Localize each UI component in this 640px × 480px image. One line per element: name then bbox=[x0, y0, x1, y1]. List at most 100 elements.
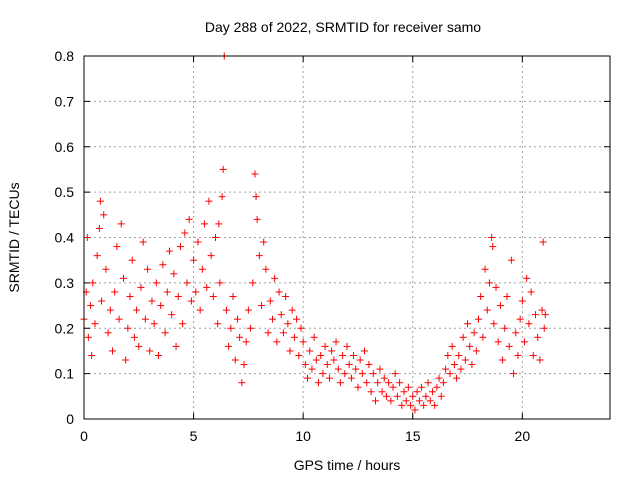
data-point bbox=[507, 256, 515, 264]
y-tick-label: 0.4 bbox=[55, 230, 75, 246]
data-point bbox=[461, 356, 469, 364]
y-tick-label: 0.7 bbox=[55, 93, 75, 109]
data-point bbox=[253, 215, 261, 223]
data-point bbox=[424, 379, 432, 387]
data-point bbox=[523, 274, 531, 282]
y-tick-label: 0.3 bbox=[55, 275, 75, 291]
data-point bbox=[89, 279, 97, 287]
data-point bbox=[102, 265, 110, 273]
data-point bbox=[279, 329, 287, 337]
data-point bbox=[111, 288, 119, 296]
data-point bbox=[277, 311, 285, 319]
data-point bbox=[304, 374, 312, 382]
data-point bbox=[345, 361, 353, 369]
data-point bbox=[350, 351, 358, 359]
data-point bbox=[540, 324, 548, 332]
data-point bbox=[209, 292, 217, 300]
data-point bbox=[214, 320, 222, 328]
data-point bbox=[252, 193, 260, 201]
data-point bbox=[402, 397, 410, 405]
data-point bbox=[380, 374, 388, 382]
data-point bbox=[290, 333, 298, 341]
data-point bbox=[382, 392, 390, 400]
data-point bbox=[396, 379, 404, 387]
data-point bbox=[328, 347, 336, 355]
data-point bbox=[198, 265, 206, 273]
data-point bbox=[255, 252, 263, 260]
data-point bbox=[212, 234, 219, 241]
data-point bbox=[124, 324, 132, 332]
data-point bbox=[376, 365, 384, 373]
data-point bbox=[389, 383, 397, 391]
data-point bbox=[496, 302, 504, 310]
data-point bbox=[201, 220, 209, 228]
data-point bbox=[431, 401, 439, 409]
data-point bbox=[203, 283, 211, 291]
tick-layer: 0 5 10 15 20 0 0.1 0.2 0.3 0.4 0.5 0.6 0.7 0.8 bbox=[55, 48, 610, 444]
data-point bbox=[464, 320, 472, 328]
data-point bbox=[387, 397, 395, 405]
data-point bbox=[179, 320, 187, 328]
data-point bbox=[247, 324, 255, 332]
data-point bbox=[284, 320, 292, 328]
x-axis-label: GPS time / hours bbox=[294, 457, 401, 473]
data-point bbox=[505, 342, 513, 350]
data-point bbox=[525, 320, 533, 328]
x-tick-label: 5 bbox=[190, 428, 198, 444]
data-point bbox=[168, 311, 176, 319]
data-point bbox=[411, 406, 419, 414]
data-point bbox=[133, 306, 141, 314]
data-point bbox=[534, 333, 542, 341]
y-tick-label: 0.6 bbox=[55, 139, 75, 155]
data-point bbox=[185, 215, 193, 223]
y-tick-label: 0.2 bbox=[55, 320, 75, 336]
data-point bbox=[242, 338, 250, 346]
data-point bbox=[475, 315, 482, 323]
data-point bbox=[113, 243, 121, 251]
plot-frame bbox=[83, 55, 611, 420]
data-point bbox=[238, 379, 246, 387]
data-point bbox=[490, 320, 498, 328]
data-point bbox=[539, 238, 547, 246]
data-point bbox=[531, 311, 539, 319]
data-point bbox=[119, 274, 127, 282]
data-point bbox=[319, 370, 327, 378]
data-point bbox=[343, 342, 351, 350]
data-point bbox=[489, 243, 497, 251]
data-point bbox=[122, 356, 130, 364]
data-point bbox=[339, 351, 347, 359]
data-point bbox=[144, 265, 152, 273]
data-point bbox=[108, 347, 116, 355]
data-point bbox=[268, 315, 276, 323]
data-point bbox=[310, 333, 318, 341]
data-point bbox=[536, 356, 544, 364]
data-point bbox=[367, 388, 375, 396]
chart-title: Day 288 of 2022, SRMTID for receiver sam… bbox=[205, 19, 481, 35]
data-point bbox=[336, 379, 344, 387]
data-point bbox=[87, 302, 95, 310]
data-point bbox=[308, 365, 316, 373]
data-point bbox=[529, 351, 537, 359]
data-point bbox=[187, 297, 195, 305]
data-point bbox=[400, 388, 408, 396]
data-point bbox=[93, 252, 101, 260]
data-point bbox=[84, 333, 92, 341]
data-point bbox=[176, 243, 184, 251]
data-point bbox=[128, 256, 136, 264]
data-point bbox=[155, 351, 163, 359]
data-point bbox=[88, 351, 96, 359]
data-point bbox=[481, 265, 489, 273]
grid-layer bbox=[84, 56, 610, 419]
data-point bbox=[514, 351, 522, 359]
data-point bbox=[323, 361, 331, 369]
data-point bbox=[96, 197, 104, 205]
data-point bbox=[196, 306, 204, 314]
data-point bbox=[222, 306, 230, 314]
x-tick-label: 15 bbox=[405, 428, 421, 444]
data-point bbox=[398, 401, 406, 409]
data-point bbox=[275, 288, 283, 296]
data-point bbox=[282, 292, 290, 300]
data-point bbox=[492, 283, 500, 291]
data-point bbox=[455, 351, 463, 359]
data-point bbox=[146, 347, 154, 355]
